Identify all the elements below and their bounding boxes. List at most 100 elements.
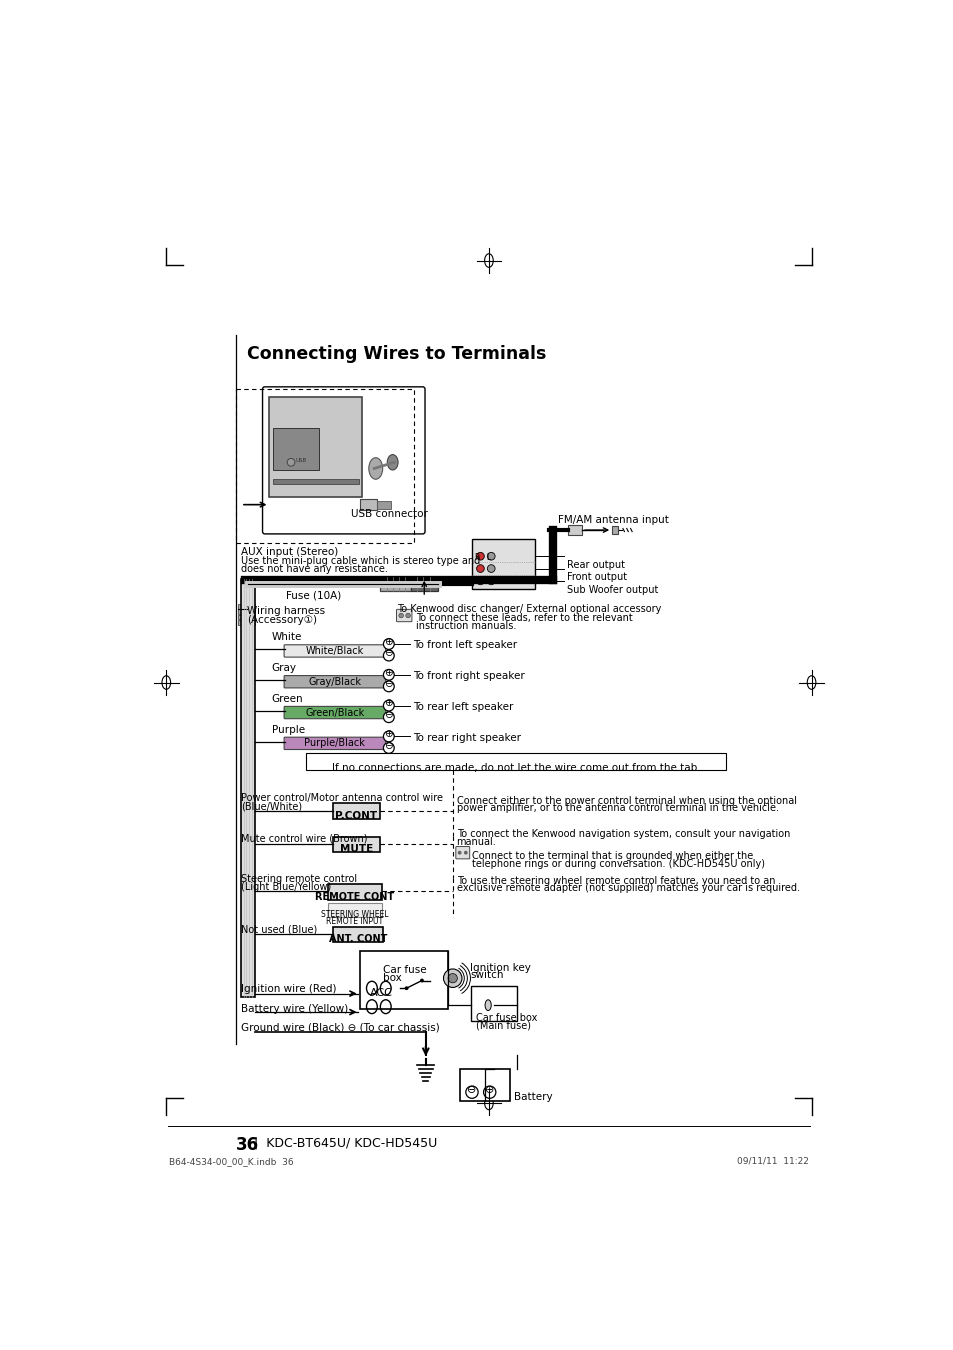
Text: instruction manuals.: instruction manuals. [416, 621, 516, 630]
Text: (Blue/White): (Blue/White) [241, 801, 302, 811]
Text: ⊕: ⊕ [384, 667, 393, 678]
Text: ⊖: ⊖ [384, 710, 393, 720]
Ellipse shape [484, 1000, 491, 1011]
Text: Ignition key: Ignition key [470, 963, 531, 973]
Text: FM/AM antenna input: FM/AM antenna input [558, 514, 668, 525]
FancyBboxPatch shape [262, 387, 425, 533]
FancyBboxPatch shape [360, 500, 376, 510]
Text: Ignition wire (Red): Ignition wire (Red) [241, 984, 336, 995]
Text: AUX input (Stereo): AUX input (Stereo) [241, 547, 338, 558]
Text: Battery: Battery [514, 1092, 553, 1102]
Text: B64-4S34-00_00_K.indb  36: B64-4S34-00_00_K.indb 36 [170, 1157, 294, 1166]
Circle shape [383, 711, 394, 722]
Text: ⊖: ⊖ [384, 741, 393, 751]
FancyBboxPatch shape [376, 501, 391, 509]
Text: Power control/Motor antenna control wire: Power control/Motor antenna control wire [241, 794, 442, 803]
Text: To connect the Kenwood navigation system, consult your navigation: To connect the Kenwood navigation system… [456, 829, 789, 838]
Text: (Main fuse): (Main fuse) [476, 1021, 530, 1030]
Circle shape [487, 564, 495, 572]
Text: White/Black: White/Black [306, 645, 364, 656]
Circle shape [383, 701, 394, 711]
Text: Connect either to the power control terminal when using the optional: Connect either to the power control term… [456, 795, 796, 806]
FancyBboxPatch shape [284, 675, 385, 688]
Text: switch: switch [470, 971, 503, 980]
Circle shape [404, 987, 408, 990]
Text: Front output: Front output [566, 572, 626, 582]
Text: ⊕: ⊕ [384, 698, 393, 709]
Text: 09/11/11  11:22: 09/11/11 11:22 [736, 1157, 807, 1166]
Text: Steering remote control: Steering remote control [241, 875, 356, 884]
Text: Mute control wire (Brown): Mute control wire (Brown) [241, 833, 367, 844]
Text: Green: Green [272, 694, 303, 705]
Text: REMOTE CONT: REMOTE CONT [315, 892, 395, 902]
FancyBboxPatch shape [612, 526, 618, 533]
FancyBboxPatch shape [247, 620, 254, 625]
Text: Wiring harness: Wiring harness [247, 606, 325, 617]
FancyBboxPatch shape [328, 903, 381, 917]
Circle shape [287, 459, 294, 466]
Text: ACC: ACC [370, 988, 393, 998]
Text: If no connections are made, do not let the wire come out from the tab.: If no connections are made, do not let t… [332, 763, 700, 772]
Text: (Accessory①): (Accessory①) [247, 614, 316, 625]
Text: To rear left speaker: To rear left speaker [413, 702, 513, 711]
Text: (Light Blue/Yellow): (Light Blue/Yellow) [241, 882, 331, 892]
Text: R: R [474, 554, 479, 562]
Text: ⊖: ⊖ [467, 1085, 476, 1095]
Text: L: L [485, 554, 490, 562]
FancyBboxPatch shape [284, 645, 385, 657]
Text: Connecting Wires to Terminals: Connecting Wires to Terminals [247, 346, 546, 363]
Text: ⊕: ⊕ [484, 1085, 494, 1095]
FancyBboxPatch shape [273, 479, 358, 483]
FancyBboxPatch shape [380, 576, 411, 591]
Text: |  KDC-BT645U/ KDC-HD545U: | KDC-BT645U/ KDC-HD545U [253, 1137, 436, 1149]
Text: ⊕: ⊕ [384, 637, 393, 647]
Circle shape [457, 850, 461, 855]
Circle shape [487, 576, 495, 585]
Text: Green/Black: Green/Black [305, 707, 364, 718]
Text: P.CONT: P.CONT [335, 811, 377, 821]
FancyBboxPatch shape [472, 539, 535, 590]
Text: Ground wire (Black) ⊖ (To car chassis): Ground wire (Black) ⊖ (To car chassis) [241, 1023, 439, 1033]
Circle shape [476, 552, 484, 560]
Text: Fuse (10A): Fuse (10A) [286, 590, 341, 601]
FancyBboxPatch shape [568, 525, 581, 535]
FancyBboxPatch shape [269, 397, 361, 497]
Text: Use the mini-plug cable which is stereo type and: Use the mini-plug cable which is stereo … [241, 556, 479, 566]
Text: ⊕: ⊕ [384, 729, 393, 738]
Text: Connect to the terminal that is grounded when either the: Connect to the terminal that is grounded… [472, 850, 753, 861]
FancyBboxPatch shape [247, 609, 254, 614]
Text: STEERING WHEEL: STEERING WHEEL [321, 910, 388, 919]
Circle shape [383, 680, 394, 691]
Circle shape [463, 850, 467, 855]
FancyBboxPatch shape [456, 846, 469, 859]
Circle shape [465, 1085, 477, 1099]
FancyBboxPatch shape [237, 603, 245, 609]
FancyBboxPatch shape [237, 620, 245, 625]
Text: Not used (Blue): Not used (Blue) [241, 925, 317, 934]
Text: Gray/Black: Gray/Black [308, 676, 361, 687]
FancyBboxPatch shape [333, 926, 383, 942]
Circle shape [443, 969, 461, 987]
Text: Purple/Black: Purple/Black [304, 738, 365, 748]
FancyBboxPatch shape [333, 837, 379, 852]
Circle shape [476, 564, 484, 572]
FancyBboxPatch shape [471, 986, 517, 1021]
Text: telephone rings or during conversation. (KDC-HD545U only): telephone rings or during conversation. … [472, 859, 764, 869]
Text: manual.: manual. [456, 837, 496, 846]
Text: ⊖: ⊖ [384, 679, 393, 688]
FancyBboxPatch shape [247, 603, 254, 609]
FancyBboxPatch shape [460, 1069, 510, 1102]
Text: Car fuse: Car fuse [383, 965, 427, 975]
Text: To front right speaker: To front right speaker [413, 671, 524, 680]
FancyBboxPatch shape [328, 884, 381, 899]
FancyBboxPatch shape [273, 428, 318, 470]
Text: Rear output: Rear output [566, 560, 624, 570]
Text: To front left speaker: To front left speaker [413, 640, 517, 651]
Ellipse shape [387, 455, 397, 470]
FancyBboxPatch shape [396, 609, 412, 622]
Text: does not have any resistance.: does not have any resistance. [241, 564, 388, 574]
FancyBboxPatch shape [237, 609, 245, 614]
Text: power amplifier, or to the antenna control terminal in the vehicle.: power amplifier, or to the antenna contr… [456, 803, 778, 814]
FancyBboxPatch shape [306, 753, 725, 771]
Circle shape [398, 613, 403, 618]
